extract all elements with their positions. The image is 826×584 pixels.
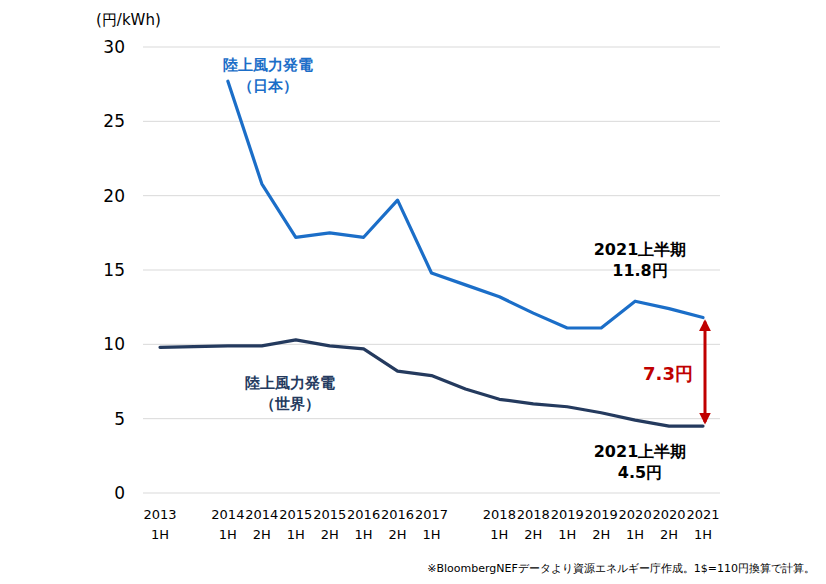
y-axis-label: (円/kWh) [96,11,161,29]
y-tick-label: 30 [103,37,125,57]
x-tick-label: 20211H [686,507,719,542]
x-tick-label: 20182H [517,507,550,542]
x-tick-label: 20142H [245,507,278,542]
x-tick-label: 20131H [143,507,176,542]
y-tick-label: 15 [103,260,125,280]
y-tick-label: 0 [114,483,125,503]
x-tick-label: 20171H [415,507,448,542]
x-tick-label: 20191H [551,507,584,542]
x-tick-label: 20192H [585,507,618,542]
plot-area [160,81,703,426]
y-tick-label: 5 [114,409,125,429]
y-tick-label: 10 [103,334,125,354]
x-tick-label: 20161H [347,507,380,542]
chart: 051015202530(円/kWh)20131H20141H20142H201… [0,0,826,584]
x-tick-label: 20151H [279,507,312,542]
series-line [228,81,703,328]
footnote: ※BloombergNEFデータより資源エネルギー庁作成。1$=110円換算で計… [427,562,815,575]
grid-line [143,47,720,48]
x-tick-label: 20162H [381,507,414,542]
x-tick-label: 20152H [313,507,346,542]
annotation: 2021上半期11.8円 [594,240,687,280]
y-tick-label: 25 [103,111,125,131]
x-tick-label: 20201H [619,507,652,542]
series-line [160,340,703,426]
annotation: 2021上半期4.5円 [594,442,687,482]
series-label: 陸上風力発電（日本） [223,56,313,95]
series-label: 陸上風力発電（世界） [245,374,335,413]
grid-line [143,195,720,196]
grid-line [143,121,720,122]
x-tick-label: 20141H [211,507,244,542]
annotation: 7.3円 [643,363,693,384]
y-tick-label: 20 [103,186,125,206]
x-tick-label: 20202H [653,507,686,542]
x-tick-label: 20181H [483,507,516,542]
grid-line [143,493,720,494]
difference-arrow [704,322,707,423]
